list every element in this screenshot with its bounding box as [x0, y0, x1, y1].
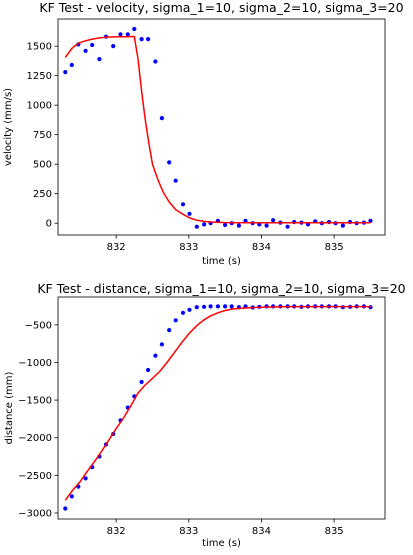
y-tick-label: −500: [25, 320, 52, 331]
measurement-point: [180, 202, 186, 207]
y-axis-label: distance (mm): [4, 371, 15, 444]
filter-estimate-line: [64, 35, 371, 224]
measurement-point: [340, 223, 345, 228]
measurement-point: [236, 223, 241, 228]
x-tick-label: 833: [179, 526, 198, 537]
measurement-point: [139, 37, 144, 42]
y-tick-label: 0: [46, 219, 52, 230]
y-axis-label: velocity (mm/s): [3, 88, 14, 166]
measurement-point: [63, 506, 68, 511]
measurement-point: [187, 307, 192, 312]
x-tick-label: 834: [252, 242, 271, 253]
measurement-point: [83, 476, 88, 481]
plot-area-frame: [57, 296, 386, 520]
measurement-point: [215, 304, 220, 309]
y-tick-label: 1250: [27, 71, 52, 82]
chart-title: KF Test - velocity, sigma_1=10, sigma_2=…: [39, 0, 403, 15]
x-tick-label: 833: [179, 242, 198, 253]
measurement-point: [90, 42, 95, 48]
measurement-point: [153, 59, 158, 64]
y-tick-label: 500: [33, 160, 52, 171]
y-tick-label: −2000: [18, 433, 52, 444]
measurement-point: [63, 70, 68, 75]
measurement-point: [167, 328, 172, 333]
measurement-point: [285, 224, 290, 229]
chart-title: KF Test - distance, sigma_1=10, sigma_2=…: [37, 281, 405, 296]
y-tick-label: 1000: [27, 101, 52, 112]
measurement-point: [187, 211, 192, 216]
measurement-point: [264, 223, 269, 228]
chart-panel-2: KF Test - distance, sigma_1=10, sigma_2=…: [4, 281, 406, 549]
chart-panel-1: KF Test - velocity, sigma_1=10, sigma_2=…: [3, 0, 404, 267]
measurement-point: [69, 494, 74, 499]
measurement-point: [194, 305, 199, 310]
measurement-point: [159, 116, 164, 121]
measurement-point: [118, 32, 123, 37]
x-tick-label: 835: [325, 526, 344, 537]
measurement-point: [69, 62, 74, 68]
y-tick-label: −2500: [18, 471, 52, 482]
measurement-point: [173, 178, 178, 183]
y-tick-label: 1500: [27, 42, 52, 53]
x-axis-label: time (s): [202, 538, 241, 549]
y-tick-label: −1500: [18, 396, 52, 407]
y-tick-label: 250: [33, 189, 52, 200]
measurement-point: [202, 304, 207, 309]
measurement-point: [125, 32, 130, 37]
y-tick-label: 750: [33, 130, 52, 141]
x-axis-label: time (s): [202, 256, 241, 267]
measurement-point: [223, 304, 228, 309]
x-tick-label: 832: [107, 242, 126, 253]
measurement-point: [139, 379, 144, 385]
measurement-point: [111, 44, 116, 49]
filter-estimate-line: [64, 305, 371, 501]
measurement-point: [153, 353, 158, 358]
measurement-point: [159, 342, 164, 347]
measurement-point: [223, 222, 228, 228]
measurement-point: [146, 367, 151, 373]
measurement-point: [97, 57, 102, 62]
y-tick-label: −3000: [18, 508, 52, 519]
x-tick-label: 832: [107, 526, 126, 537]
measurement-point: [167, 160, 172, 165]
measurement-point: [132, 26, 137, 32]
measurement-point: [208, 304, 213, 309]
measurement-point: [271, 218, 276, 223]
y-tick-label: −1000: [18, 358, 52, 369]
measurement-point: [229, 304, 234, 309]
x-tick-label: 835: [325, 242, 344, 253]
measurement-point: [202, 222, 207, 227]
measurement-point: [83, 48, 88, 54]
measurement-point: [194, 224, 199, 229]
measurement-point: [173, 318, 178, 323]
x-tick-label: 834: [252, 526, 271, 537]
measurement-point: [180, 310, 186, 315]
measurement-point: [368, 218, 373, 223]
plot-area-frame: [57, 18, 386, 236]
measurement-point: [146, 37, 151, 42]
measurement-point: [243, 218, 248, 223]
